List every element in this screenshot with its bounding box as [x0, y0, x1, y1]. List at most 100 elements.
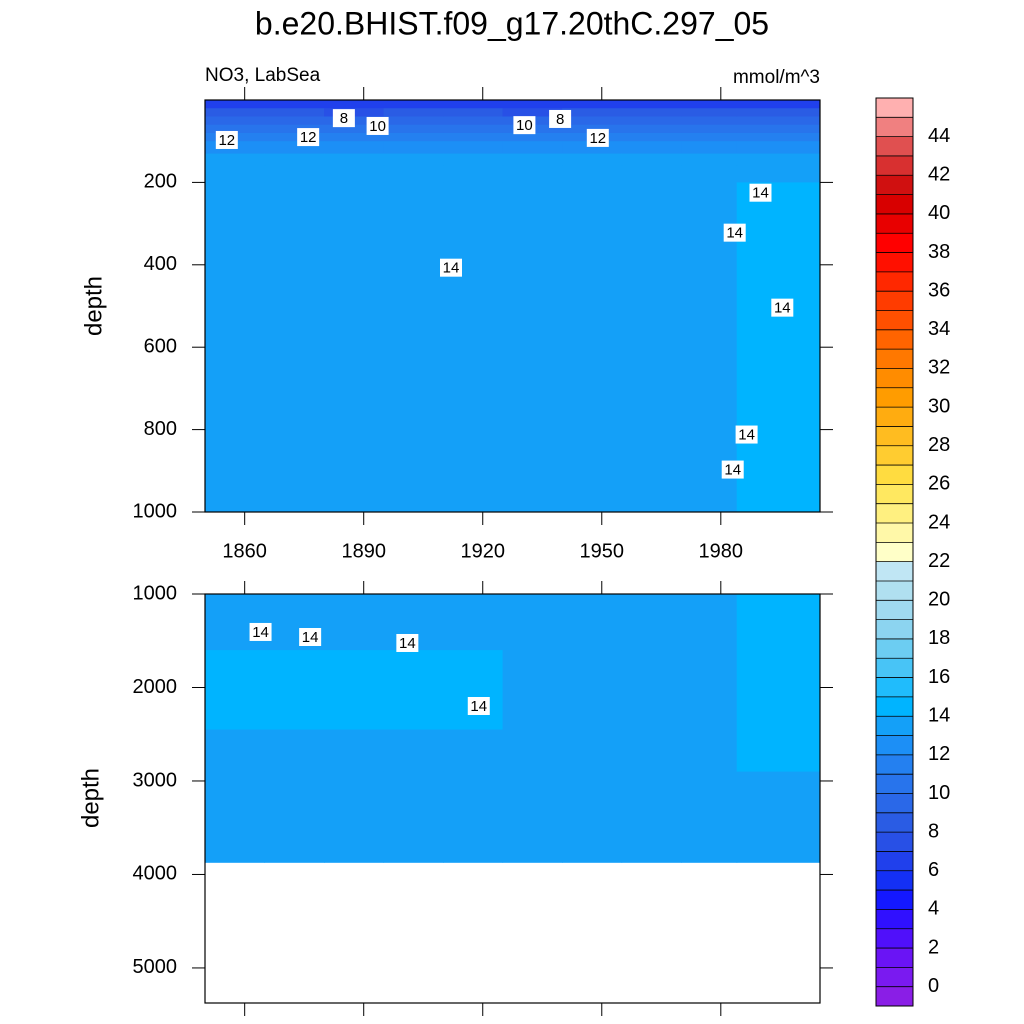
contour-label: 8 [340, 110, 348, 127]
contour-cell [502, 182, 563, 513]
plot-frame [204, 99, 821, 513]
y-tick-label: 5000 [133, 956, 178, 978]
contour-cell [562, 100, 623, 109]
contour-cell [264, 132, 325, 142]
contour-cell [736, 182, 821, 513]
colorbar-label: 26 [928, 473, 950, 495]
contour-cell [736, 771, 821, 863]
contour-cell [736, 100, 821, 109]
contour-label-box [749, 183, 772, 202]
colorbar-box [876, 523, 913, 543]
y-tick-label: 3000 [133, 769, 178, 791]
contour-label: 14 [752, 185, 769, 202]
contour-label-box [467, 696, 490, 715]
contour-cell [736, 124, 821, 134]
contour-label: 14 [252, 624, 269, 641]
colorbar-box [876, 213, 913, 234]
contour-cell [383, 153, 444, 167]
colorbar-box [876, 291, 913, 311]
colorbar-box [876, 136, 913, 157]
colorbar-label: 38 [928, 241, 950, 263]
contour-cell [324, 165, 385, 183]
contour-cell [205, 116, 266, 126]
colorbar-box [876, 658, 913, 678]
contour-cell [621, 165, 682, 183]
colorbar-box [876, 967, 913, 987]
contour-cell [736, 141, 821, 155]
contour-cell [681, 100, 738, 109]
contour-cell [383, 124, 444, 134]
colorbar-label: 24 [928, 511, 950, 533]
contour-cell [205, 165, 266, 183]
contour-cell [264, 771, 325, 863]
contour-cell [205, 771, 266, 863]
contour-cell [621, 100, 682, 109]
colorbar-label: 44 [928, 125, 950, 147]
contour-cell [736, 116, 821, 126]
contour-cell [443, 124, 504, 134]
contour-label-box [721, 460, 744, 479]
contour-cell [621, 141, 682, 155]
y-tick-label: 4000 [133, 863, 178, 885]
contour-label: 14 [774, 300, 791, 317]
contour-cell [443, 594, 504, 651]
colorbar-label: 20 [928, 589, 950, 611]
contour-cell [383, 771, 444, 863]
contour-cell [443, 141, 504, 155]
contour-cell [383, 729, 444, 773]
contour-cell [383, 100, 444, 109]
contour-cell [621, 116, 682, 126]
colorbar-label: 4 [928, 898, 939, 920]
colorbar-box [876, 117, 913, 137]
colorbar-box [876, 619, 913, 640]
contour-cell [324, 132, 385, 142]
contour-cell [562, 182, 623, 513]
colorbar-box [876, 909, 913, 930]
colorbar-label: 28 [928, 434, 950, 456]
colorbar-box [876, 503, 913, 524]
contour-cell [502, 141, 563, 155]
contour-cell [205, 182, 266, 513]
colorbar-frame [875, 97, 914, 1007]
contour-label: 14 [399, 635, 416, 652]
contour-cell [621, 729, 682, 773]
contour-cell [324, 650, 385, 731]
colorbar-label: 14 [928, 704, 950, 726]
colorbar-label: 32 [928, 357, 950, 379]
colorbar-box [876, 368, 913, 389]
contour-cell [681, 153, 738, 167]
y-tick-label: 600 [144, 335, 177, 357]
contour-cell [443, 650, 504, 731]
colorbar-label: 36 [928, 279, 950, 301]
colorbar-label: 6 [928, 859, 939, 881]
contour-cell [502, 108, 563, 117]
contour-label: 14 [726, 225, 743, 242]
contour-cell [621, 594, 682, 651]
contour-cell [443, 100, 504, 109]
left-label: NO3, LabSea [205, 65, 321, 86]
contour-label-box [297, 128, 320, 147]
contour-cell [383, 165, 444, 183]
colorbar-label: 40 [928, 202, 950, 224]
colorbar-box [876, 387, 913, 408]
colorbar-box [876, 851, 913, 872]
contour-cell [562, 108, 623, 117]
contour-cell [383, 116, 444, 126]
contour-cell [502, 132, 563, 142]
colorbar-box [876, 754, 913, 775]
colorbar-box [876, 542, 913, 562]
contour-cell [681, 771, 738, 863]
colorbar-box [876, 580, 913, 601]
contour-cell [264, 108, 325, 117]
contour-cell [443, 153, 504, 167]
colorbar-box [876, 407, 913, 427]
colorbar-label: 10 [928, 782, 950, 804]
colorbar-box [876, 716, 913, 736]
contour-label: 14 [443, 260, 460, 277]
x-tick-label: 1950 [580, 540, 625, 562]
contour-cell [736, 108, 821, 117]
colorbar-label: 0 [928, 975, 939, 997]
contour-cell [736, 132, 821, 142]
contour-label-box [215, 130, 238, 149]
